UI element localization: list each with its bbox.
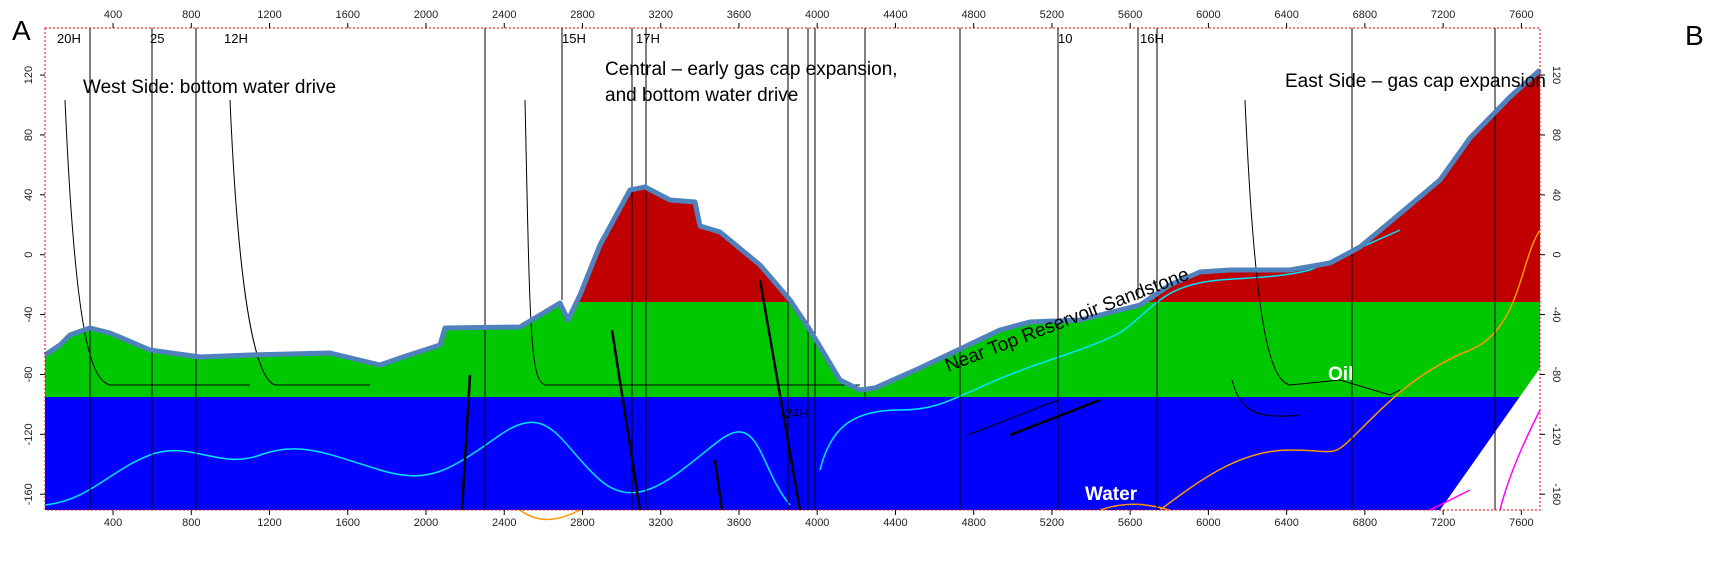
x-tick-label: 3200	[648, 9, 672, 21]
well-label: 10	[1058, 31, 1072, 46]
well-label: 12H	[224, 31, 248, 46]
x-tick-label: 7200	[1431, 517, 1455, 529]
x-tick-label: 6800	[1353, 9, 1377, 21]
x-tick-label: 2000	[414, 9, 438, 21]
y-tick-label: 80	[1550, 129, 1562, 141]
annotation: West Side: bottom water drive	[83, 77, 336, 98]
y-tick-label: 0	[1550, 252, 1562, 258]
x-tick-label: 7200	[1431, 9, 1455, 21]
y-tick-label: -120	[1550, 423, 1562, 445]
y-tick-label: -40	[23, 307, 35, 323]
marker-a: A	[12, 15, 31, 46]
x-tick-label: 4400	[883, 517, 907, 529]
x-tick-label: 2800	[570, 517, 594, 529]
x-tick-label: 400	[104, 517, 122, 529]
x-tick-label: 4400	[883, 9, 907, 21]
x-tick-label: 7600	[1509, 517, 1533, 529]
y-tick-label: 0	[23, 252, 35, 258]
x-tick-label: 4000	[805, 517, 829, 529]
x-tick-label: 4800	[961, 9, 985, 21]
x-tick-label: 7600	[1509, 9, 1533, 21]
well-label: 25	[150, 31, 164, 46]
x-tick-label: 4800	[961, 517, 985, 529]
x-tick-label: 3600	[727, 517, 751, 529]
well-label: 20H	[57, 31, 81, 46]
zone-label: Gas	[1563, 247, 1599, 268]
x-tick-label: 2000	[414, 517, 438, 529]
zone-label: Oil	[1328, 364, 1353, 385]
cross-section: A B West Side: bottom water drive Centra…	[0, 0, 1709, 571]
zone-label: Water	[1085, 484, 1138, 505]
x-tick-label: 3200	[648, 517, 672, 529]
x-tick-label: 2400	[492, 9, 516, 21]
y-tick-label: 80	[23, 129, 35, 141]
x-tick-label: 4000	[805, 9, 829, 21]
x-tick-label: 6400	[1274, 517, 1298, 529]
y-tick-label: -120	[23, 423, 35, 445]
x-tick-label: 3600	[727, 9, 751, 21]
well-label: 17H	[636, 31, 660, 46]
x-tick-label: 6000	[1196, 517, 1220, 529]
x-tick-label: 5600	[1118, 517, 1142, 529]
well-label: 16H	[1140, 31, 1164, 46]
annotation: and bottom water drive	[605, 85, 798, 106]
y-tick-label: 40	[1550, 189, 1562, 201]
x-tick-label: 5200	[1040, 9, 1064, 21]
x-tick-label: 2800	[570, 9, 594, 21]
annotation: East Side – gas cap expansion	[1285, 71, 1546, 92]
well-label: 24H	[785, 406, 809, 421]
x-tick-label: 6000	[1196, 9, 1220, 21]
x-tick-label: 2400	[492, 517, 516, 529]
x-tick-label: 5200	[1040, 517, 1064, 529]
x-tick-label: 5600	[1118, 9, 1142, 21]
y-tick-label: -40	[1550, 307, 1562, 323]
x-tick-label: 800	[182, 517, 200, 529]
y-tick-label: -80	[23, 367, 35, 383]
annotation: Central – early gas cap expansion,	[605, 59, 898, 80]
y-tick-label: 120	[1550, 66, 1562, 84]
x-tick-label: 800	[182, 9, 200, 21]
well-label: 15H	[562, 31, 586, 46]
y-tick-label: -160	[1550, 483, 1562, 505]
x-tick-label: 400	[104, 9, 122, 21]
x-tick-label: 6800	[1353, 517, 1377, 529]
y-tick-label: -80	[1550, 367, 1562, 383]
x-tick-label: 1600	[336, 517, 360, 529]
x-tick-label: 1600	[336, 9, 360, 21]
x-tick-label: 1200	[257, 517, 281, 529]
x-tick-label: 1200	[257, 9, 281, 21]
y-tick-label: -160	[23, 483, 35, 505]
x-tick-label: 6400	[1274, 9, 1298, 21]
marker-b: B	[1685, 20, 1704, 51]
y-tick-label: 120	[23, 66, 35, 84]
y-tick-label: 40	[23, 189, 35, 201]
